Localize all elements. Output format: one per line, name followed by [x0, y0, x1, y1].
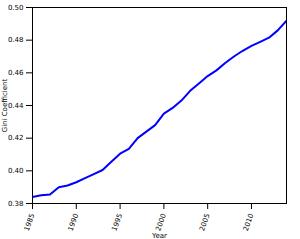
- svg-text:Year: Year: [151, 232, 167, 239]
- svg-text:2005: 2005: [198, 213, 212, 232]
- svg-text:1985: 1985: [23, 213, 37, 232]
- svg-text:1990: 1990: [67, 213, 81, 232]
- svg-text:2000: 2000: [154, 213, 168, 232]
- svg-text:0.48: 0.48: [8, 36, 24, 44]
- svg-text:1995: 1995: [110, 213, 124, 232]
- svg-text:0.50: 0.50: [8, 4, 24, 12]
- svg-text:0.44: 0.44: [8, 102, 24, 110]
- svg-text:0.40: 0.40: [8, 167, 24, 175]
- svg-text:Gini Coefficient: Gini Coefficient: [1, 79, 9, 133]
- svg-text:0.46: 0.46: [8, 69, 24, 77]
- svg-text:0.42: 0.42: [8, 134, 24, 142]
- svg-text:2010: 2010: [242, 213, 256, 232]
- svg-text:0.38: 0.38: [8, 200, 24, 208]
